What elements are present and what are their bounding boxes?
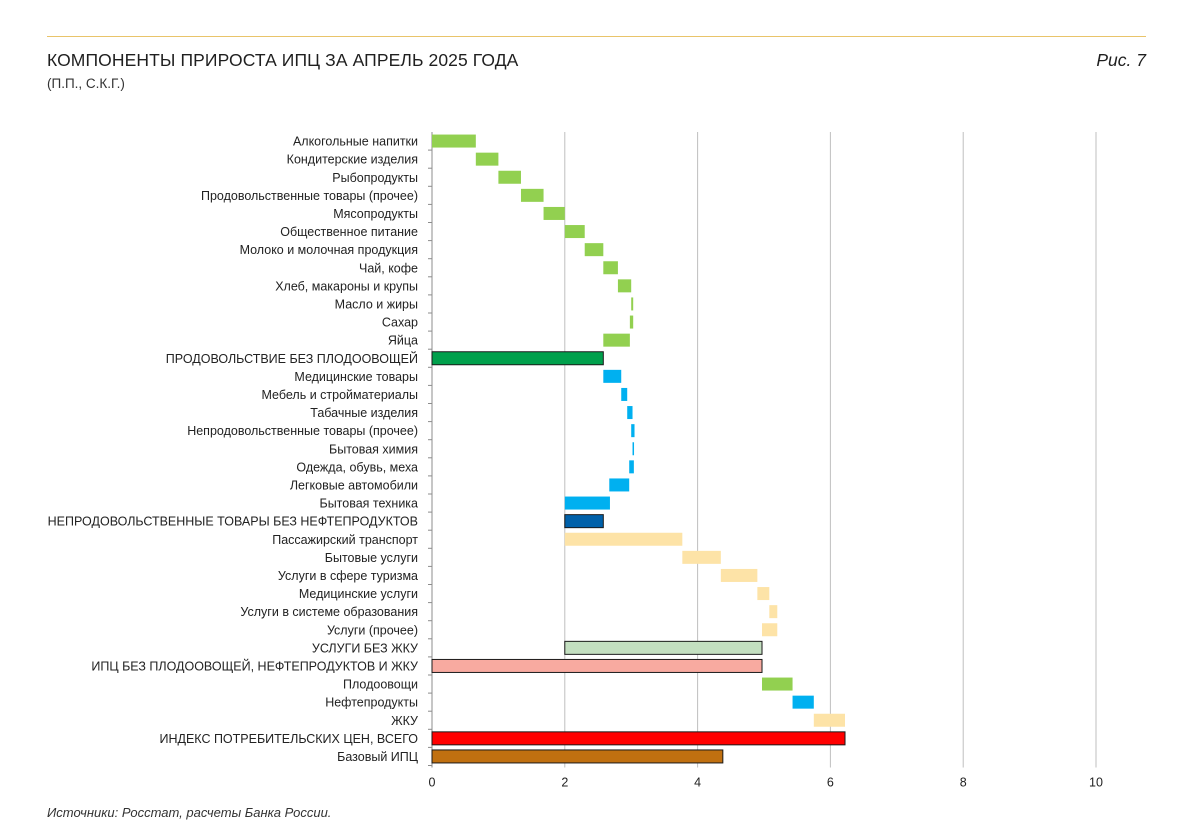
x-tick-label: 8 xyxy=(960,776,967,790)
figure-number: Рис. 7 xyxy=(1096,50,1146,70)
bar xyxy=(757,587,770,601)
category-label: Нефтепродукты xyxy=(325,696,418,710)
category-label: Рыбопродукты xyxy=(332,171,418,185)
category-label: Яйца xyxy=(388,334,418,348)
bars xyxy=(431,134,846,764)
category-label: ИПЦ БЕЗ ПЛОДООВОЩЕЙ, НЕФТЕПРОДУКТОВ И ЖК… xyxy=(91,658,418,673)
chart-subtitle: (П.П., С.К.Г.) xyxy=(47,76,125,91)
bar xyxy=(813,713,846,727)
top-rule xyxy=(47,36,1146,37)
bar xyxy=(431,749,724,764)
bar xyxy=(431,731,846,746)
category-label: Продовольственные товары (прочее) xyxy=(201,189,418,203)
bar xyxy=(609,478,630,492)
category-label: Услуги в системе образования xyxy=(240,605,418,619)
bar xyxy=(682,550,721,564)
bar xyxy=(617,279,632,293)
category-label: Одежда, обувь, меха xyxy=(296,460,418,474)
category-label: НЕПРОДОВОЛЬСТВЕННЫЕ ТОВАРЫ БЕЗ НЕФТЕПРОД… xyxy=(48,515,418,529)
bar xyxy=(564,640,763,655)
bar xyxy=(564,496,610,510)
x-tick-label: 2 xyxy=(561,776,568,790)
category-label: Мебель и стройматериалы xyxy=(262,388,419,402)
bar xyxy=(432,134,476,148)
bar xyxy=(431,351,604,366)
bar xyxy=(603,369,622,383)
category-label: Плодоовощи xyxy=(343,678,418,692)
bar xyxy=(632,442,635,456)
bar xyxy=(792,695,814,709)
bar xyxy=(498,170,521,184)
x-axis-ticks: 0 2 4 6 8 10 xyxy=(429,776,1103,790)
category-label: Легковые автомобили xyxy=(290,478,418,492)
bar xyxy=(603,261,618,275)
category-label: ПРОДОВОЛЬСТВИЕ БЕЗ ПЛОДООВОЩЕЙ xyxy=(166,351,418,366)
bar xyxy=(431,658,763,673)
category-label: Медицинские услуги xyxy=(299,587,418,601)
bar xyxy=(629,315,634,329)
bar xyxy=(720,568,758,582)
category-label: ИНДЕКС ПОТРЕБИТЕЛЬСКИХ ЦЕН, ВСЕГО xyxy=(159,732,418,746)
bar xyxy=(475,152,499,166)
category-label: Кондитерские изделия xyxy=(287,153,418,167)
category-label: Масло и жиры xyxy=(335,297,418,311)
category-label: Алкогольные напитки xyxy=(293,135,418,149)
category-label: УСЛУГИ БЕЗ ЖКУ xyxy=(312,641,418,655)
category-label: Мясопродукты xyxy=(333,207,418,221)
bar xyxy=(621,387,628,401)
bar xyxy=(762,623,778,637)
category-label: Молоко и молочная продукция xyxy=(240,243,418,257)
category-label: Пассажирский транспорт xyxy=(272,533,418,547)
category-label: Базовый ИПЦ xyxy=(337,750,419,764)
category-label: Чай, кофе xyxy=(359,261,418,275)
category-label: Бытовая химия xyxy=(329,442,418,456)
bar xyxy=(762,677,793,691)
bar xyxy=(627,406,633,420)
category-labels: Алкогольные напитки Кондитерские изделия Р… xyxy=(48,135,419,764)
category-label: Хлеб, макароны и крупы xyxy=(275,279,418,293)
category-label: Услуги (прочее) xyxy=(327,623,418,637)
category-label: Табачные изделия xyxy=(310,406,418,420)
x-tick-label: 0 xyxy=(429,776,436,790)
bar xyxy=(629,460,634,474)
bar xyxy=(564,532,683,546)
category-label: Бытовая техника xyxy=(319,497,418,511)
x-tick-label: 6 xyxy=(827,776,834,790)
x-tick-label: 4 xyxy=(694,776,701,790)
source-note: Источники: Росстат, расчеты Банка России… xyxy=(47,805,332,820)
bar xyxy=(543,206,565,220)
bar xyxy=(769,605,778,619)
category-label: Общественное питание xyxy=(280,225,418,239)
category-label: Непродовольственные товары (прочее) xyxy=(187,424,418,438)
x-tick-label: 10 xyxy=(1089,776,1103,790)
category-label: ЖКУ xyxy=(391,714,418,728)
bar xyxy=(603,333,630,347)
category-label: Медицинские товары xyxy=(294,370,418,384)
category-label: Бытовые услуги xyxy=(325,551,418,565)
waterfall-chart: Алкогольные напитки Кондитерские изделия Р… xyxy=(48,132,1103,790)
category-label: Услуги в сфере туризма xyxy=(278,569,418,583)
bar xyxy=(631,424,635,438)
category-label: Сахар xyxy=(382,316,418,330)
bar xyxy=(564,514,604,529)
bar xyxy=(520,188,544,202)
bar xyxy=(584,243,604,257)
bar xyxy=(564,225,585,239)
chart-title: КОМПОНЕНТЫ ПРИРОСТА ИПЦ ЗА АПРЕЛЬ 2025 Г… xyxy=(47,50,519,70)
bar xyxy=(631,297,634,311)
